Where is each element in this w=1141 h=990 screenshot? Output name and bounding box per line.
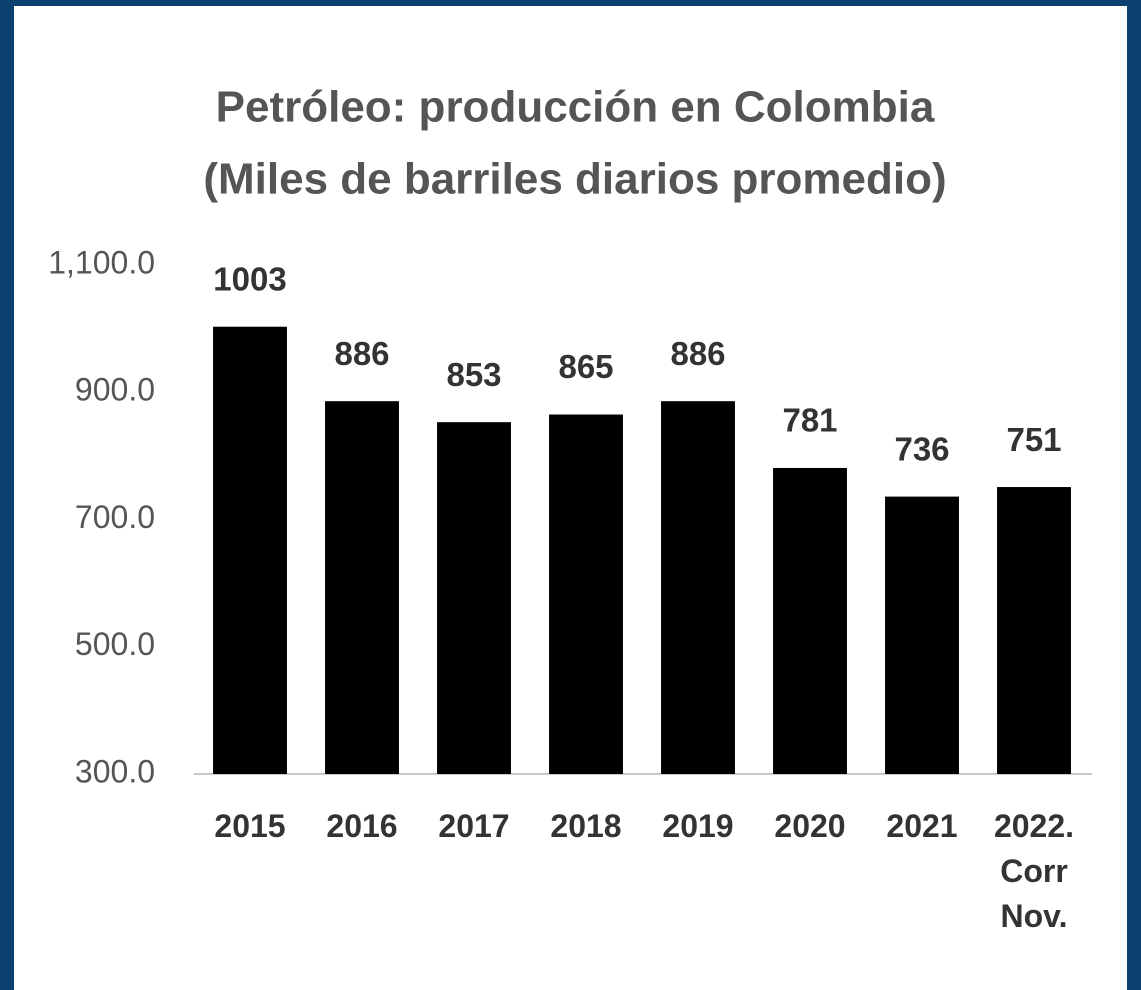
x-tick-label: 2019 xyxy=(662,808,734,844)
x-tick-label: 2016 xyxy=(326,808,398,844)
data-label: 865 xyxy=(558,348,613,385)
data-label: 886 xyxy=(334,335,389,372)
y-tick-label: 1,100.0 xyxy=(48,244,155,280)
bar xyxy=(325,401,399,774)
data-label: 781 xyxy=(782,402,837,439)
data-label: 886 xyxy=(670,335,725,372)
bar xyxy=(437,422,511,774)
x-tick-label: 2017 xyxy=(438,808,510,844)
bar xyxy=(773,467,847,774)
bar xyxy=(997,487,1071,774)
y-tick-label: 300.0 xyxy=(75,753,155,789)
bar xyxy=(549,414,623,774)
y-tick-label: 500.0 xyxy=(75,626,155,662)
chart-subtitle: (Miles de barriles diarios promedio) xyxy=(203,155,946,204)
x-tick-label: 2022. Corr Nov. xyxy=(993,808,1075,934)
bar xyxy=(885,496,959,774)
data-label: 853 xyxy=(446,356,501,393)
data-label: 751 xyxy=(1006,421,1061,458)
chart-title: Petróleo: producción en Colombia xyxy=(216,83,935,132)
data-label: 1003 xyxy=(213,260,286,297)
x-tick-label: 2015 xyxy=(214,808,286,844)
bar xyxy=(661,401,735,774)
x-tick-label: 2018 xyxy=(550,808,622,844)
data-label: 736 xyxy=(894,430,949,467)
x-tick-label: 2021 xyxy=(886,808,958,844)
y-tick-label: 700.0 xyxy=(75,499,155,535)
x-tick-label: 2020 xyxy=(774,808,846,844)
bar xyxy=(213,326,287,774)
y-tick-label: 900.0 xyxy=(75,372,155,408)
